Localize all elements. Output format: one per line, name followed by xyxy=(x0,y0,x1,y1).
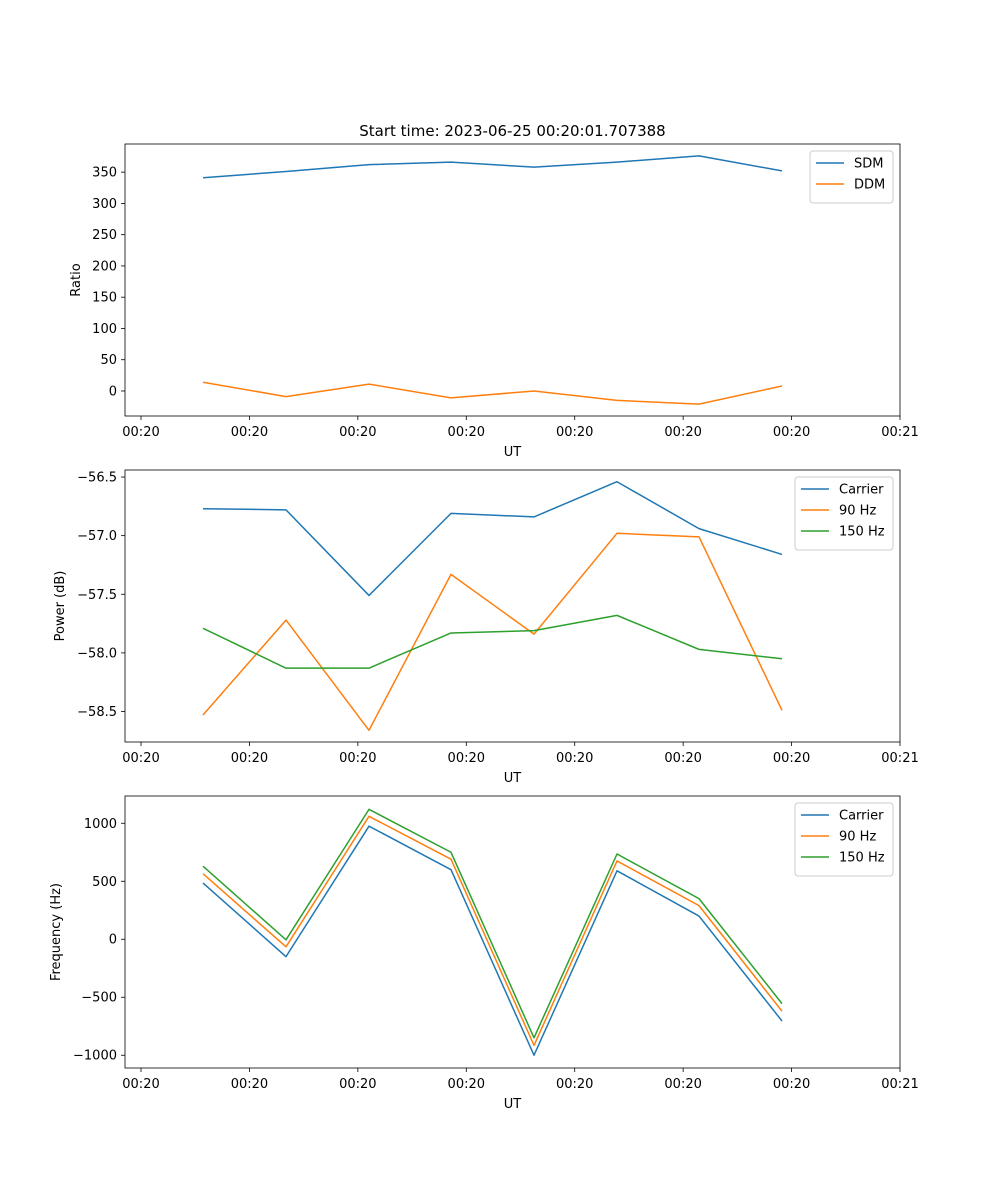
y-tick-label: −500 xyxy=(81,991,117,1006)
legend-label: Carrier xyxy=(839,809,884,824)
y-tick-label: −58.5 xyxy=(77,705,117,720)
legend-label: DDM xyxy=(854,178,885,193)
x-tick-label: 00:21 xyxy=(881,751,918,766)
series-line-90-hz xyxy=(202,815,783,1047)
y-tick-label: −57.5 xyxy=(77,588,117,603)
y-axis-label: Power (dB) xyxy=(53,571,68,642)
series-line-sdm xyxy=(202,155,783,179)
x-axis-label: UT xyxy=(504,445,522,460)
x-tick-label: 00:20 xyxy=(122,1077,159,1092)
x-tick-label: 00:20 xyxy=(773,425,810,440)
x-tick-label: 00:20 xyxy=(664,751,701,766)
x-tick-label: 00:20 xyxy=(448,751,485,766)
x-tick-label: 00:21 xyxy=(881,425,918,440)
legend-label: 90 Hz xyxy=(839,504,876,519)
x-tick-label: 00:20 xyxy=(339,751,376,766)
x-tick-label: 00:20 xyxy=(231,425,268,440)
axes-frame xyxy=(124,795,901,1069)
x-axis-label: UT xyxy=(504,771,522,786)
series-line-150-hz xyxy=(202,614,783,669)
y-tick-label: 150 xyxy=(92,291,117,306)
y-tick-label: −1000 xyxy=(73,1049,117,1064)
legend: Carrier 90 Hz 150 Hz xyxy=(794,802,894,877)
y-axis-label: Ratio xyxy=(69,263,84,296)
x-axis-label: UT xyxy=(504,1097,522,1112)
x-tick-label: 00:20 xyxy=(556,1077,593,1092)
legend-label: Carrier xyxy=(839,483,884,498)
legend-box xyxy=(809,150,894,204)
y-tick-label: 350 xyxy=(92,166,117,181)
subplot-2: 00:20 00:20 00:20 00:20 00:20 00:20 00:20 00:21… xyxy=(53,469,919,786)
y-tick-label: 250 xyxy=(92,228,117,243)
series-line-90-hz xyxy=(202,532,783,732)
y-tick-label: −56.5 xyxy=(77,471,117,486)
legend: Carrier 90 Hz 150 Hz xyxy=(794,476,894,551)
x-tick-label: 00:20 xyxy=(339,425,376,440)
series-line-150-hz xyxy=(202,808,783,1039)
x-tick-label: 00:20 xyxy=(664,425,701,440)
legend-label: SDM xyxy=(854,157,883,172)
x-tick-label: 00:20 xyxy=(773,1077,810,1092)
x-tick-label: 00:20 xyxy=(773,751,810,766)
y-tick-label: 50 xyxy=(100,353,117,368)
y-tick-label: −58.0 xyxy=(77,646,117,661)
y-tick-label: 1000 xyxy=(84,817,117,832)
series-line-carrier xyxy=(202,825,783,1056)
legend-label: 150 Hz xyxy=(839,851,885,866)
y-tick-label: 0 xyxy=(109,933,117,948)
y-tick-label: −57.0 xyxy=(77,529,117,544)
x-tick-label: 00:20 xyxy=(122,425,159,440)
y-tick-label: 500 xyxy=(92,875,117,890)
series-line-ddm xyxy=(202,381,783,405)
figure-title: Start time: 2023-06-25 00:20:01.707388 xyxy=(359,122,665,140)
x-tick-label: 00:20 xyxy=(556,751,593,766)
subplot-1: 00:20 00:20 00:20 00:20 00:20 00:20 00:20 00:21… xyxy=(69,143,919,460)
subplot-3: 00:20 00:20 00:20 00:20 00:20 00:20 00:20 00:21… xyxy=(49,795,919,1112)
y-tick-label: 0 xyxy=(109,384,117,399)
x-tick-label: 00:20 xyxy=(122,751,159,766)
legend: SDM DDM xyxy=(809,150,894,204)
y-tick-label: 300 xyxy=(92,197,117,212)
y-tick-label: 100 xyxy=(92,322,117,337)
x-tick-label: 00:20 xyxy=(664,1077,701,1092)
x-tick-label: 00:20 xyxy=(556,425,593,440)
legend-label: 90 Hz xyxy=(839,830,876,845)
x-tick-label: 00:20 xyxy=(339,1077,376,1092)
legend-label: 150 Hz xyxy=(839,525,885,540)
x-tick-label: 00:21 xyxy=(881,1077,918,1092)
axes-frame xyxy=(124,143,901,417)
x-tick-label: 00:20 xyxy=(448,425,485,440)
series-line-carrier xyxy=(202,480,783,597)
y-axis-label: Frequency (Hz) xyxy=(49,883,64,981)
x-tick-label: 00:20 xyxy=(448,1077,485,1092)
x-tick-label: 00:20 xyxy=(231,751,268,766)
axes-frame xyxy=(124,469,901,743)
x-tick-label: 00:20 xyxy=(231,1077,268,1092)
y-tick-label: 200 xyxy=(92,259,117,274)
